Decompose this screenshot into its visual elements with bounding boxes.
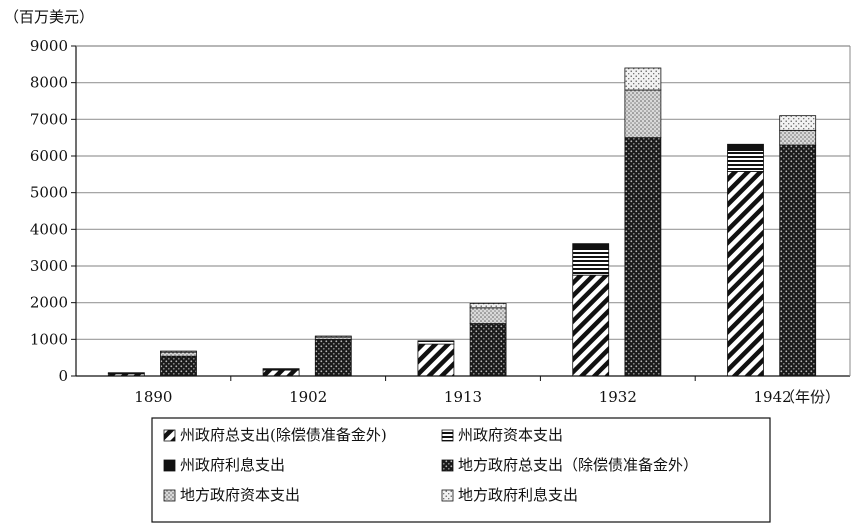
y-tick-label: 9000 bbox=[30, 37, 68, 55]
legend-swatch bbox=[164, 460, 175, 471]
legend-entry: 州政府总支出(除偿债准备金外) bbox=[180, 426, 387, 444]
y-tick-label: 4000 bbox=[30, 220, 68, 238]
legend-swatch bbox=[442, 490, 453, 501]
bar-segment bbox=[625, 90, 661, 138]
x-tick-label: 1913 bbox=[444, 388, 482, 406]
y-tick-label: 6000 bbox=[30, 147, 68, 165]
x-tick-label: 1932 bbox=[599, 388, 637, 406]
y-tick-label: 2000 bbox=[30, 294, 68, 312]
bar-segment bbox=[625, 68, 661, 90]
legend-swatch bbox=[442, 430, 453, 441]
legend-entry: 地方政府总支出（除偿债准备金外） bbox=[458, 456, 698, 474]
bar-segment bbox=[418, 344, 454, 376]
legend-entry: 州政府资本支出 bbox=[458, 426, 563, 444]
bar-segment bbox=[625, 138, 661, 376]
x-tick-label: 1902 bbox=[289, 388, 327, 406]
bar-segment bbox=[780, 130, 816, 145]
bar-segment bbox=[573, 244, 609, 250]
y-tick-label: 0 bbox=[58, 367, 68, 385]
y-axis-unit-label: （百万美元） bbox=[4, 8, 94, 26]
bar-segment bbox=[728, 171, 764, 376]
x-axis-unit-label: （年份） bbox=[780, 388, 840, 406]
legend-entry: 地方政府资本支出 bbox=[180, 486, 300, 504]
y-tick-label: 3000 bbox=[30, 257, 68, 275]
legend-entry: 地方政府利息支出 bbox=[458, 486, 578, 504]
bar-segment bbox=[470, 308, 506, 324]
bar-segment bbox=[418, 341, 454, 342]
legend-entry: 州政府利息支出 bbox=[180, 456, 285, 474]
bar-segment bbox=[470, 324, 506, 376]
x-tick-label: 1890 bbox=[134, 388, 172, 406]
bar-segment bbox=[780, 116, 816, 131]
y-tick-label: 8000 bbox=[30, 74, 68, 92]
bars bbox=[108, 68, 815, 376]
bar-segment bbox=[780, 145, 816, 376]
legend-swatch bbox=[442, 460, 453, 471]
bar-segment bbox=[728, 144, 764, 150]
y-tick-label: 7000 bbox=[30, 110, 68, 128]
bar-segment bbox=[573, 275, 609, 376]
bar-segment bbox=[263, 370, 299, 376]
bar-segment bbox=[573, 250, 609, 276]
bar-segment bbox=[315, 336, 351, 337]
bar-segment bbox=[728, 151, 764, 172]
bar-segment bbox=[315, 339, 351, 376]
y-axis-ticks: 0 1000 2000 3000 4000 5000 6000 7000 8000 9000 bbox=[30, 37, 76, 385]
bar-segment bbox=[470, 303, 506, 307]
bar-segment bbox=[160, 356, 196, 376]
bar-segment bbox=[160, 351, 196, 352]
legend-swatch bbox=[164, 430, 175, 441]
y-tick-label: 1000 bbox=[30, 330, 68, 348]
legend-swatch bbox=[164, 490, 175, 501]
y-tick-label: 5000 bbox=[30, 184, 68, 202]
bar-segment bbox=[160, 352, 196, 356]
